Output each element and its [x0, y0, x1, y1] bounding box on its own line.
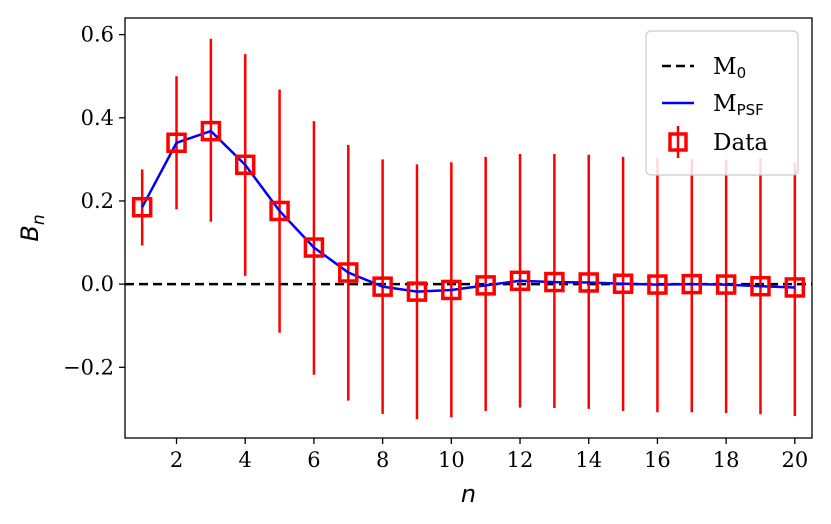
data-point-16 [647, 274, 668, 295]
x-tick-label-18: 18 [713, 448, 740, 472]
x-tick-label-16: 16 [644, 448, 671, 472]
y-tick-label--0.2: −0.2 [63, 355, 114, 379]
axes: 2 4 6 8 10 12 14 16 18 20 −0.2 0.0 0.2 0.4 0.6 n Bn [16, 17, 813, 508]
data-point-4 [234, 154, 256, 176]
x-tick-label-12: 12 [507, 448, 534, 472]
x-tick-label-4: 4 [239, 448, 252, 472]
data-point-3 [200, 120, 222, 142]
x-tick-label-6: 6 [307, 448, 320, 472]
plot-frame [124, 17, 813, 439]
data-point-8 [372, 276, 393, 297]
y-tick-label-0.6: 0.6 [81, 23, 114, 47]
y-tick-label-0.2: 0.2 [81, 189, 114, 213]
y-axis-label: Bn [16, 214, 49, 241]
data-point-10 [441, 279, 462, 301]
data-point-19 [750, 275, 771, 297]
data-point-6 [303, 237, 325, 258]
data-point-9 [406, 281, 428, 302]
x-tick-label-2: 2 [170, 448, 183, 472]
y-tick-label-0: 0.0 [81, 272, 114, 296]
x-tick-label-8: 8 [376, 448, 389, 472]
data-point-20 [784, 277, 806, 298]
data-point-5 [269, 200, 290, 222]
data-point-14 [578, 272, 599, 293]
x-tick-label-10: 10 [438, 448, 465, 472]
data-point-18 [715, 274, 737, 295]
data-point-15 [612, 273, 634, 294]
data-point-7 [338, 262, 359, 283]
data-point-11 [475, 275, 496, 296]
x-axis-label: n [461, 480, 476, 508]
data-point-1 [131, 196, 153, 218]
data-point-2 [166, 132, 187, 154]
data-point-17 [681, 273, 703, 295]
data-point-13 [544, 271, 565, 293]
legend-swatch-marker [668, 132, 688, 152]
x-tick-label-20: 20 [781, 448, 808, 472]
x-tick-label-14: 14 [575, 448, 602, 472]
plot-area [125, 38, 812, 420]
y-tick-label-0.4: 0.4 [81, 106, 114, 130]
data-point-12 [509, 270, 531, 292]
legend-label-2: Data [713, 130, 768, 156]
